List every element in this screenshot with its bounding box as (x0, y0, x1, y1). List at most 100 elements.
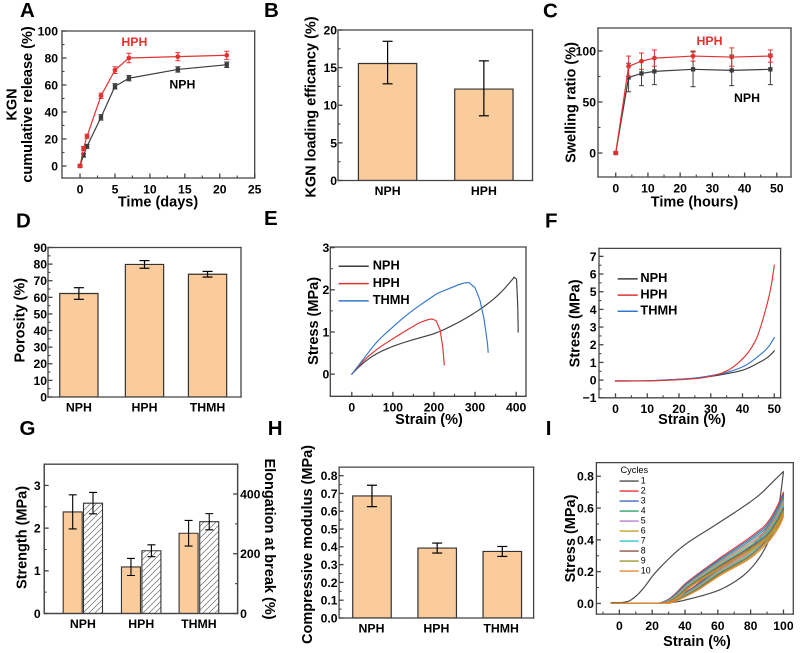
svg-text:THMH: THMH (640, 303, 677, 318)
svg-text:6: 6 (590, 267, 597, 281)
svg-text:1: 1 (34, 564, 41, 578)
svg-text:400: 400 (506, 401, 527, 415)
svg-text:NPH: NPH (373, 258, 400, 273)
svg-text:0.7: 0.7 (321, 487, 338, 501)
svg-text:5: 5 (330, 136, 337, 150)
svg-text:40: 40 (33, 324, 47, 338)
svg-text:4: 4 (641, 505, 646, 515)
svg-text:0.0: 0.0 (321, 611, 338, 625)
svg-text:20: 20 (33, 357, 47, 371)
svg-text:0.6: 0.6 (321, 505, 338, 519)
svg-text:HPH: HPH (423, 621, 449, 635)
svg-text:Stress (MPa): Stress (MPa) (568, 279, 584, 367)
svg-text:HPH: HPH (471, 184, 497, 198)
svg-text:400: 400 (240, 487, 261, 501)
svg-text:0: 0 (612, 181, 619, 195)
svg-text:100: 100 (576, 44, 597, 58)
svg-text:1: 1 (590, 356, 597, 370)
svg-text:0: 0 (616, 619, 623, 633)
svg-text:50: 50 (767, 402, 781, 416)
svg-text:Stress (MPa): Stress (MPa) (563, 494, 579, 582)
svg-text:0.2: 0.2 (321, 576, 338, 590)
svg-text:Strength (MPa): Strength (MPa) (15, 486, 31, 589)
svg-text:20: 20 (44, 132, 58, 146)
svg-text:C: C (543, 0, 558, 22)
svg-text:HPH: HPH (121, 35, 147, 49)
svg-text:HPH: HPH (640, 286, 667, 301)
svg-text:200: 200 (424, 401, 445, 415)
svg-text:NPH: NPH (734, 91, 760, 105)
svg-text:I: I (546, 417, 552, 440)
svg-text:100: 100 (383, 401, 404, 415)
svg-text:0: 0 (40, 390, 47, 404)
svg-text:0: 0 (348, 401, 355, 415)
svg-text:40: 40 (678, 619, 692, 633)
svg-text:80: 80 (33, 258, 47, 272)
svg-text:20: 20 (672, 402, 686, 416)
svg-text:0: 0 (323, 368, 330, 382)
svg-text:7: 7 (590, 250, 597, 264)
svg-text:30: 30 (706, 181, 720, 195)
svg-text:2: 2 (590, 338, 597, 352)
svg-text:NPH: NPH (375, 184, 401, 198)
svg-text:2: 2 (323, 283, 330, 297)
svg-text:80: 80 (744, 619, 758, 633)
svg-text:20: 20 (323, 23, 337, 37)
svg-text:25: 25 (248, 182, 262, 196)
svg-text:KGN loading efficancy (%): KGN loading efficancy (%) (303, 16, 319, 197)
svg-text:50: 50 (770, 181, 784, 195)
svg-text:NPH: NPH (169, 78, 195, 92)
svg-text:10: 10 (323, 99, 337, 113)
svg-text:Porosity (%): Porosity (%) (13, 278, 29, 363)
svg-text:0.8: 0.8 (577, 470, 594, 484)
svg-text:15: 15 (178, 182, 192, 196)
svg-text:4: 4 (590, 303, 597, 317)
svg-text:10: 10 (640, 402, 654, 416)
svg-text:G: G (20, 417, 36, 440)
svg-text:3: 3 (323, 241, 330, 255)
svg-text:6: 6 (641, 525, 646, 535)
svg-text:40: 40 (736, 402, 750, 416)
svg-text:0: 0 (612, 402, 619, 416)
svg-text:5: 5 (590, 285, 597, 299)
svg-text:40: 40 (44, 105, 58, 119)
svg-text:Swelling ratio (%): Swelling ratio (%) (563, 42, 579, 163)
svg-text:Time (days): Time (days) (118, 195, 198, 211)
svg-text:THMH: THMH (483, 621, 519, 635)
svg-text:−1: −1 (583, 391, 597, 405)
svg-text:0: 0 (34, 607, 41, 621)
svg-text:H: H (268, 417, 283, 440)
svg-text:D: D (16, 209, 31, 232)
svg-text:5: 5 (641, 515, 646, 525)
svg-text:20: 20 (213, 182, 227, 196)
svg-text:2: 2 (34, 522, 41, 536)
svg-text:0.8: 0.8 (321, 469, 338, 483)
svg-text:80: 80 (44, 51, 58, 65)
svg-text:70: 70 (33, 274, 47, 288)
svg-text:200: 200 (240, 547, 261, 561)
svg-text:10: 10 (641, 181, 655, 195)
svg-text:Strain (%): Strain (%) (663, 634, 731, 650)
svg-text:2: 2 (641, 485, 646, 495)
svg-text:60: 60 (33, 291, 47, 305)
svg-text:Elongation at break (%): Elongation at break (%) (261, 458, 277, 619)
svg-text:NPH: NPH (66, 400, 92, 414)
svg-text:60: 60 (44, 78, 58, 92)
svg-text:E: E (264, 207, 278, 230)
svg-text:0.5: 0.5 (321, 522, 338, 536)
svg-text:Time (hours): Time (hours) (651, 195, 739, 211)
svg-text:F: F (545, 209, 558, 232)
svg-text:0: 0 (77, 182, 84, 196)
svg-text:Cycles: Cycles (621, 465, 649, 475)
svg-text:Strain (%): Strain (%) (395, 412, 463, 428)
svg-text:THMH: THMH (181, 617, 217, 631)
svg-text:100: 100 (773, 619, 794, 633)
svg-text:30: 30 (704, 402, 718, 416)
svg-text:HPH: HPH (132, 400, 158, 414)
svg-text:0: 0 (51, 159, 58, 173)
svg-text:0: 0 (589, 146, 596, 160)
svg-text:HPH: HPH (697, 34, 723, 48)
svg-text:Stress (MPa): Stress (MPa) (306, 277, 322, 365)
svg-text:100: 100 (38, 24, 59, 38)
svg-text:NPH: NPH (359, 621, 385, 635)
